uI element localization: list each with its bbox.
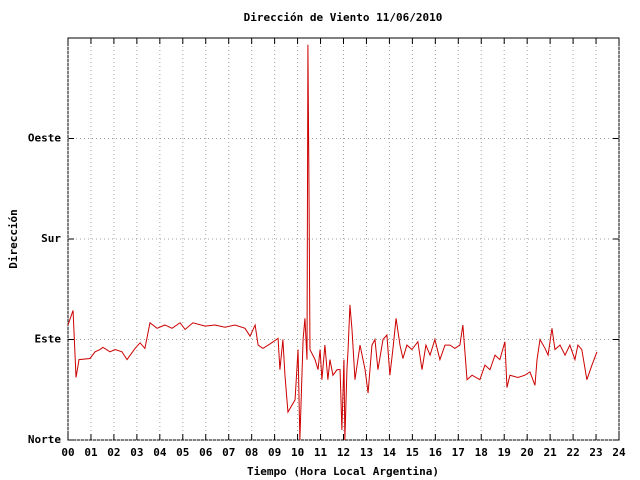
y-tick-label: Norte xyxy=(28,433,61,446)
x-tick-label: 04 xyxy=(153,446,167,459)
x-tick-label: 17 xyxy=(452,446,465,459)
x-tick-label: 11 xyxy=(314,446,328,459)
x-tick-label: 22 xyxy=(566,446,579,459)
x-tick-label: 23 xyxy=(589,446,602,459)
y-tick-label: Este xyxy=(35,333,62,346)
y-tick-label: Oeste xyxy=(28,132,61,145)
x-tick-label: 05 xyxy=(176,446,189,459)
x-tick-label: 13 xyxy=(360,446,373,459)
x-tick-label: 09 xyxy=(268,446,281,459)
x-tick-label: 18 xyxy=(475,446,488,459)
x-tick-label: 19 xyxy=(498,446,511,459)
x-tick-label: 08 xyxy=(245,446,258,459)
x-tick-label: 02 xyxy=(107,446,120,459)
x-axis-label: Tiempo (Hora Local Argentina) xyxy=(247,465,439,478)
x-tick-label: 14 xyxy=(383,446,397,459)
x-tick-label: 24 xyxy=(612,446,626,459)
y-tick-label: Sur xyxy=(41,232,61,245)
data-line xyxy=(67,44,598,441)
x-tick-label: 07 xyxy=(222,446,235,459)
x-tick-label: 03 xyxy=(130,446,143,459)
x-tick-label: 20 xyxy=(521,446,534,459)
x-tick-label: 10 xyxy=(291,446,304,459)
x-tick-label: 21 xyxy=(544,446,558,459)
x-tick-label: 16 xyxy=(429,446,443,459)
x-tick-label: 12 xyxy=(337,446,350,459)
y-axis-label: Dirección xyxy=(7,209,20,269)
chart-title: Dirección de Viento 11/06/2010 xyxy=(244,11,443,24)
x-tick-label: 06 xyxy=(199,446,213,459)
x-tick-label: 15 xyxy=(406,446,419,459)
x-tick-label: 00 xyxy=(61,446,74,459)
x-tick-label: 01 xyxy=(84,446,98,459)
